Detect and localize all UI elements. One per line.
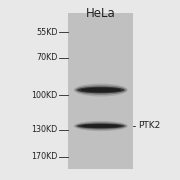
Ellipse shape xyxy=(75,122,127,130)
Text: 170KD: 170KD xyxy=(31,152,58,161)
Ellipse shape xyxy=(81,88,121,92)
Text: PTK2: PTK2 xyxy=(139,122,161,130)
Ellipse shape xyxy=(81,124,121,128)
Ellipse shape xyxy=(77,87,125,93)
Text: 130KD: 130KD xyxy=(31,125,58,134)
Ellipse shape xyxy=(77,123,125,129)
Text: 55KD: 55KD xyxy=(36,28,58,37)
Ellipse shape xyxy=(74,121,128,131)
Ellipse shape xyxy=(75,85,127,95)
FancyBboxPatch shape xyxy=(68,13,133,169)
Ellipse shape xyxy=(74,84,128,96)
Text: HeLa: HeLa xyxy=(86,7,116,20)
Text: 70KD: 70KD xyxy=(36,53,58,62)
Text: 100KD: 100KD xyxy=(31,91,58,100)
